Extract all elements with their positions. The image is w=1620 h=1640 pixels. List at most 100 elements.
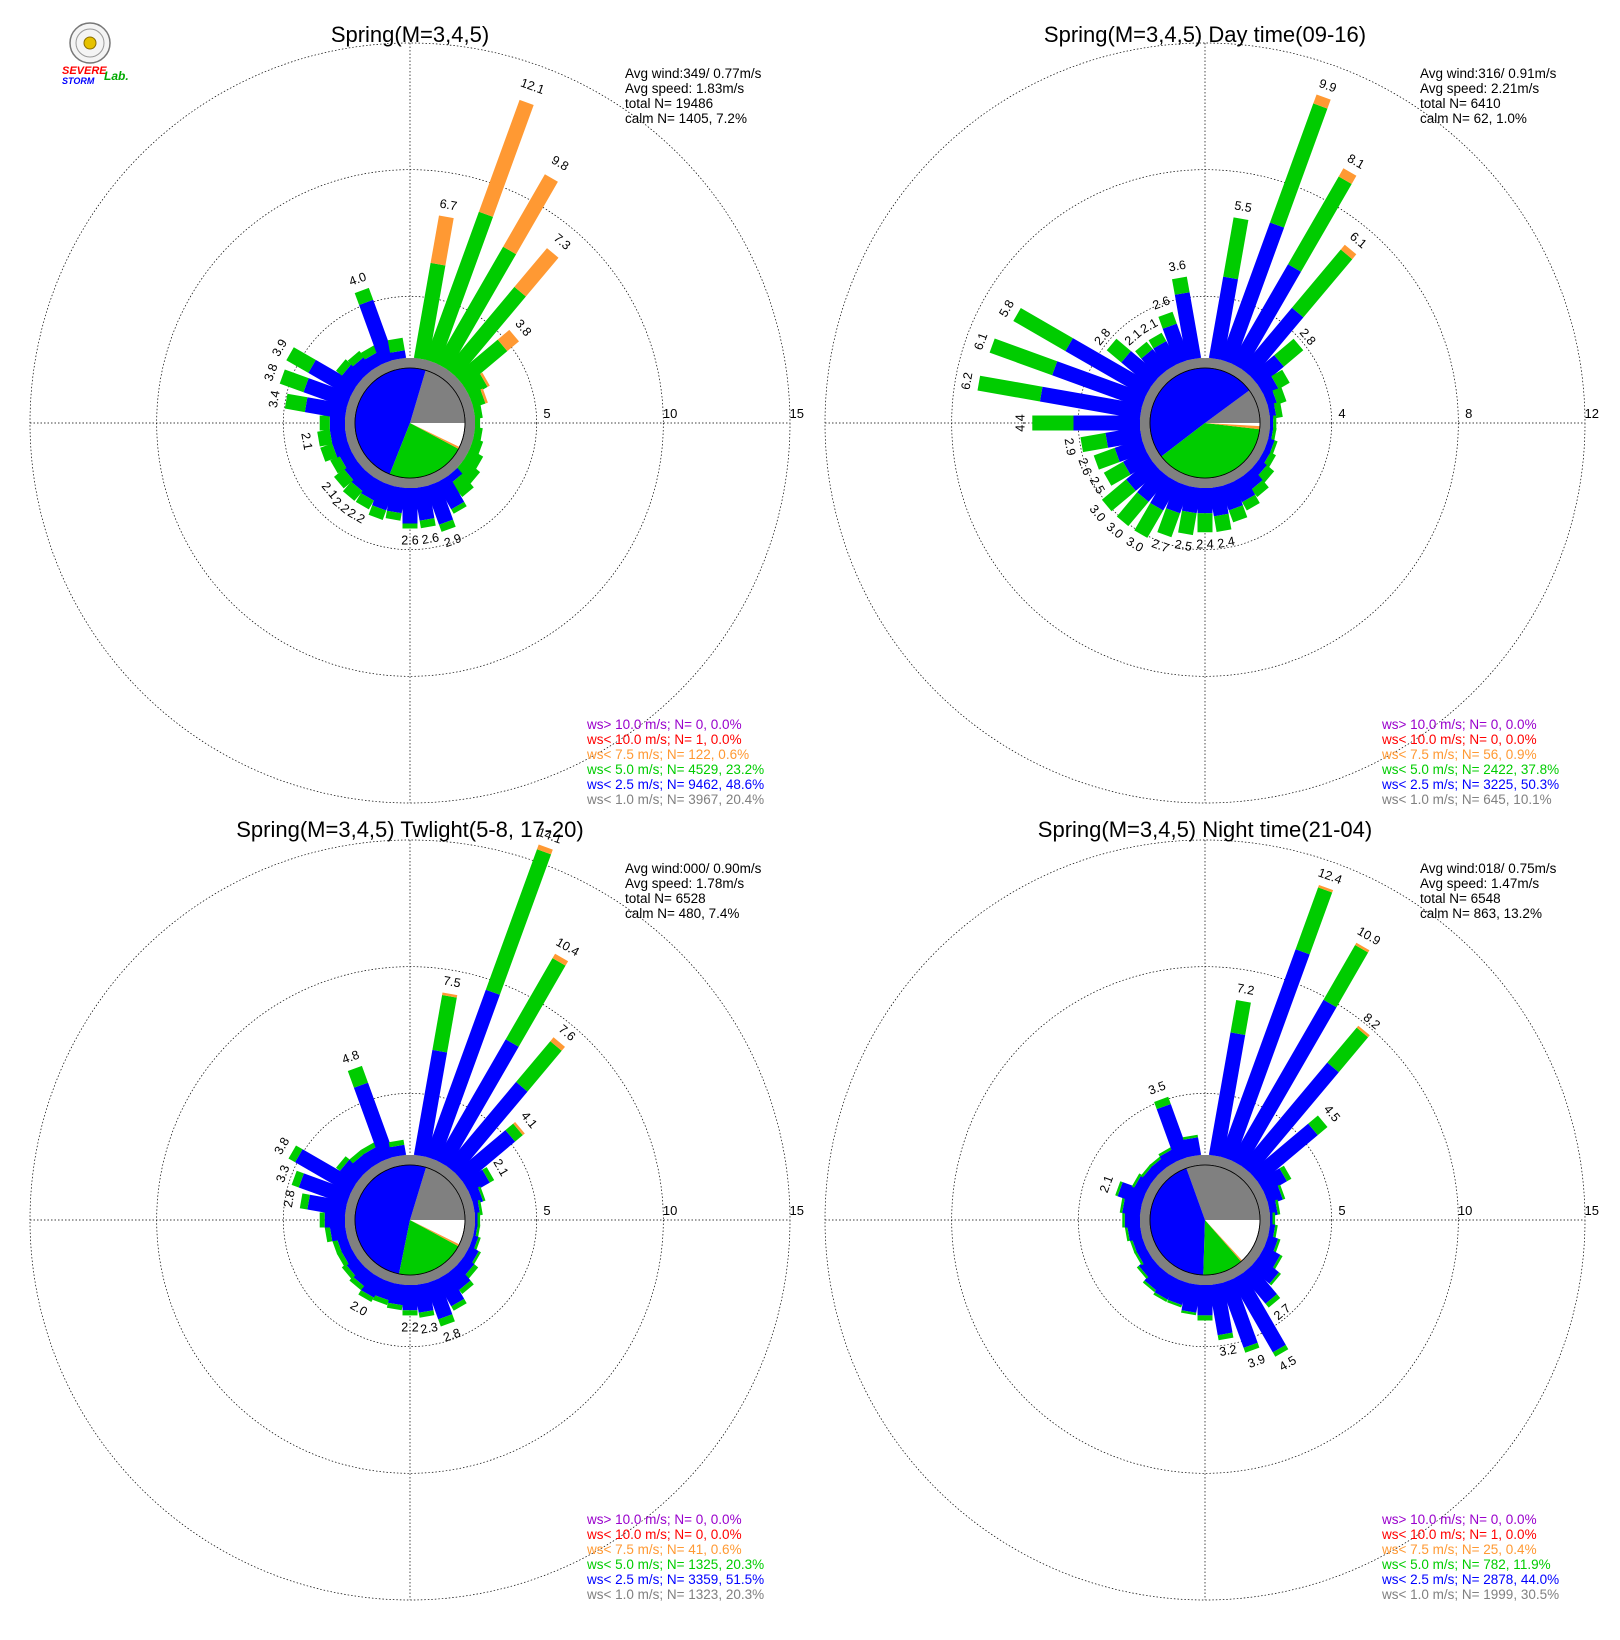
bar-segment-lt5 xyxy=(402,523,418,529)
bar-value-label: 3.0 xyxy=(1104,520,1126,542)
bar-segment-lt2.5 xyxy=(341,364,365,387)
bar-segment-lt2.5 xyxy=(1208,485,1229,517)
ring-label: 4 xyxy=(1338,406,1345,421)
bar-segment-lt2.5 xyxy=(436,1039,519,1168)
bar-segment-lt2.5 xyxy=(352,356,374,378)
legend-entry: ws< 1.0 m/s; N= 1999, 30.5% xyxy=(1381,1587,1559,1602)
bar-segment-lt5 xyxy=(1272,1212,1276,1228)
bar-segment-lt2.5 xyxy=(1150,475,1179,511)
bar-segment-lt2.5 xyxy=(343,459,365,481)
bar-segment-lt5 xyxy=(485,849,552,995)
bar-segment-lt2.5 xyxy=(1241,1265,1277,1304)
bar-segment-lt2.5 xyxy=(389,1144,407,1158)
pie-slice-lt7.5 xyxy=(410,423,460,449)
bar-segment-lt2.5 xyxy=(1073,415,1140,431)
bar-segment-lt5 xyxy=(349,1276,365,1291)
bar-segment-lt5 xyxy=(291,1170,304,1188)
legend-entry: ws< 10.0 m/s; N= 1, 0.0% xyxy=(586,732,742,747)
bar-value-label: 9.9 xyxy=(1317,76,1338,95)
chart-title: Spring(M=3,4,5) Day time(09-16) xyxy=(1044,22,1366,47)
bar-segment-lt2.5 xyxy=(1231,999,1337,1168)
bar-segment-lt2.5 xyxy=(436,1272,465,1307)
direction-bar-350 xyxy=(388,1139,408,1168)
bar-segment-lt5 xyxy=(1157,508,1181,538)
bar-segment-lt5 xyxy=(319,1212,325,1228)
legend-entry: ws> 10.0 m/s; N= 0, 0.0% xyxy=(586,1512,742,1527)
bar-segment-lt5 xyxy=(1273,1238,1281,1254)
bar-segment-lt5 xyxy=(1119,1197,1125,1213)
bar-segment-lt5 xyxy=(334,468,354,489)
bar-segment-lt5 xyxy=(1251,480,1269,497)
avg-wind-stat: Avg wind:018/ 0.75m/s xyxy=(1420,861,1557,876)
pie-slice-lt2.5 xyxy=(1150,368,1250,457)
pie-slice-lt2.5 xyxy=(1150,1168,1205,1275)
legend-entry: ws< 5.0 m/s; N= 782, 11.9% xyxy=(1381,1557,1551,1572)
pie-slice-lt1 xyxy=(1186,1164,1260,1220)
bar-segment-lt7.5 xyxy=(514,248,559,297)
bar-segment-lt2.5 xyxy=(1052,361,1147,408)
direction-bar-10 xyxy=(1207,217,1249,371)
bar-segment-lt5 xyxy=(1080,432,1108,453)
bar-segment-lt5 xyxy=(286,347,316,373)
bar-segment-lt5 xyxy=(336,359,352,376)
bar-value-label: 2.9 xyxy=(1061,437,1078,457)
bar-segment-lt7.5 xyxy=(1313,94,1331,109)
bar-segment-lt2.5 xyxy=(1231,1272,1286,1353)
bar-segment-lt2.5 xyxy=(339,1159,365,1184)
legend-entry: ws< 2.5 m/s; N= 2878, 44.0% xyxy=(1381,1572,1559,1587)
ring-label: 10 xyxy=(663,1203,677,1218)
pie-outline xyxy=(354,367,466,479)
bar-segment-lt5 xyxy=(1327,1027,1369,1073)
legend-entry: ws< 10.0 m/s; N= 0, 0.0% xyxy=(1381,732,1537,747)
bar-value-label: 8.2 xyxy=(1361,1010,1383,1032)
bar-segment-lt5 xyxy=(1178,510,1197,536)
bar-segment-lt2.5 xyxy=(462,1169,490,1194)
bar-segment-lt5 xyxy=(349,1149,365,1164)
legend-entry: ws< 1.0 m/s; N= 1323, 20.3% xyxy=(586,1587,764,1602)
bar-segment-lt5 xyxy=(432,995,457,1053)
pie-slice-lt1 xyxy=(410,1167,465,1220)
pie-outline xyxy=(354,1164,466,1276)
bar-segment-lt1 xyxy=(391,357,408,371)
bar-segment-lt2.5 xyxy=(1250,355,1284,387)
bar-segment-lt7.5 xyxy=(513,1122,525,1136)
legend-entry: ws< 5.0 m/s; N= 4529, 23.2% xyxy=(586,762,764,777)
bar-segment-lt5 xyxy=(385,510,402,521)
bar-segment-lt2.5 xyxy=(1208,1032,1246,1158)
legend-entry: ws< 5.0 m/s; N= 2422, 37.8% xyxy=(1381,762,1559,777)
bar-segment-lt7.5 xyxy=(1355,942,1370,953)
bar-segment-lt5 xyxy=(1273,402,1283,418)
bar-segment-lt2.5 xyxy=(329,426,348,445)
bar-segment-lt2.5 xyxy=(1197,488,1213,514)
bar-value-label: 3.0 xyxy=(1124,534,1146,555)
wind-rose-panel-3: 5 10 157.514.110.47.64.12.12.82.32.22.02.8… xyxy=(29,817,804,1602)
bar-segment-lt5 xyxy=(1272,1344,1289,1357)
bar-segment-lt2.5 xyxy=(1250,1256,1279,1284)
avg-speed-stat: Avg speed: 2.21m/s xyxy=(1420,81,1539,96)
bar-segment-lt7.5 xyxy=(1356,1025,1370,1038)
ring-label: 10 xyxy=(1458,1203,1472,1218)
bar-segment-lt2.5 xyxy=(1154,1272,1179,1300)
bar-value-label: 2.2 xyxy=(401,1320,418,1334)
bar-value-label: 3.3 xyxy=(273,1163,292,1184)
bar-segment-lt2.5 xyxy=(1117,1182,1147,1205)
bar-value-label: 2.5 xyxy=(1174,537,1194,554)
bar-segment-lt2.5 xyxy=(1220,481,1243,511)
direction-bar-30 xyxy=(1226,942,1370,1177)
bar-segment-lt5 xyxy=(1134,1251,1144,1266)
bar-value-label: 2.8 xyxy=(1297,326,1319,348)
bar-segment-lt5 xyxy=(473,1236,481,1252)
bar-segment-lt5 xyxy=(1167,1299,1182,1308)
bar-segment-lt2.5 xyxy=(352,1153,374,1175)
bar-segment-lt5 xyxy=(336,1156,350,1171)
bar-segment-lt5 xyxy=(1223,217,1249,280)
pie-slice-lt5 xyxy=(1161,423,1260,479)
bar-segment-lt2.5 xyxy=(1267,403,1277,420)
bar-segment-lt2.5 xyxy=(413,1282,434,1313)
bar-segment-lt7.5 xyxy=(480,372,490,387)
bar-segment-lt2.5 xyxy=(1231,264,1301,371)
bar-segment-lt5 xyxy=(989,338,1058,376)
bar-segment-lt5 xyxy=(455,339,508,387)
bar-segment-lt5 xyxy=(1291,249,1353,318)
bar-segment-lt5 xyxy=(1269,1272,1281,1286)
